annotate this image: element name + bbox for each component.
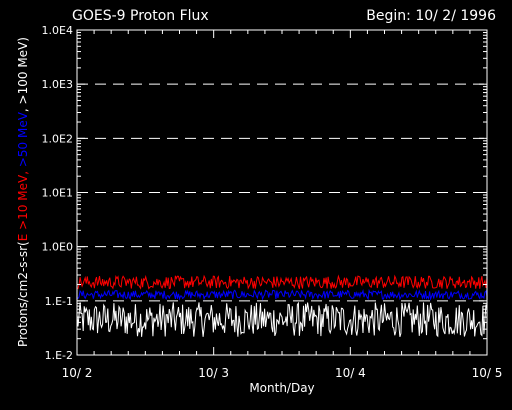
y-tick-label: 1.0E2: [42, 132, 73, 145]
axis-ticks: 1.E-2 1.E-1 1.0E0 1.0E1 1.0E2 1.0E3 1.0E4 10/ 2…: [42, 24, 503, 380]
x-axis-label: Month/Day: [249, 381, 314, 395]
y-axis-label-part-3: >50 MeV: [16, 111, 30, 167]
y-gridlines: [77, 83, 487, 302]
y-tick-label: 1.0E0: [42, 241, 73, 254]
y-axis-label-part-4: , >100 MeV): [16, 37, 30, 112]
series-line--50-mev: [76, 288, 488, 301]
y-tick-label: 1.E-1: [45, 295, 73, 308]
y-tick-label: 1.E-2: [45, 349, 73, 362]
y-tick-label: 1.0E3: [42, 78, 73, 91]
x-tick-label: 10/ 3: [198, 366, 229, 380]
series-line-e-10-mev: [76, 274, 488, 290]
x-tick-label: 10/ 4: [335, 366, 366, 380]
x-tick-label: 10/ 5: [472, 366, 503, 380]
y-axis-label: Protons/cm2-s-sr(E >10 MeV, >50 MeV, >10…: [16, 37, 30, 347]
begin-date-label: Begin: 10/ 2/ 1996: [366, 8, 496, 24]
chart-title: GOES-9 Proton Flux: [72, 8, 209, 24]
y-tick-label: 1.0E1: [42, 187, 73, 200]
series-lines: [76, 274, 488, 338]
y-tick-label: 1.0E4: [42, 24, 73, 37]
y-axis-label-part-1: Protons/cm2-s-sr(: [16, 241, 30, 347]
series-line--100-mev: [76, 301, 488, 338]
y-axis-label-part-2: E >10 MeV,: [16, 167, 30, 241]
x-tick-label: 10/ 2: [62, 366, 93, 380]
